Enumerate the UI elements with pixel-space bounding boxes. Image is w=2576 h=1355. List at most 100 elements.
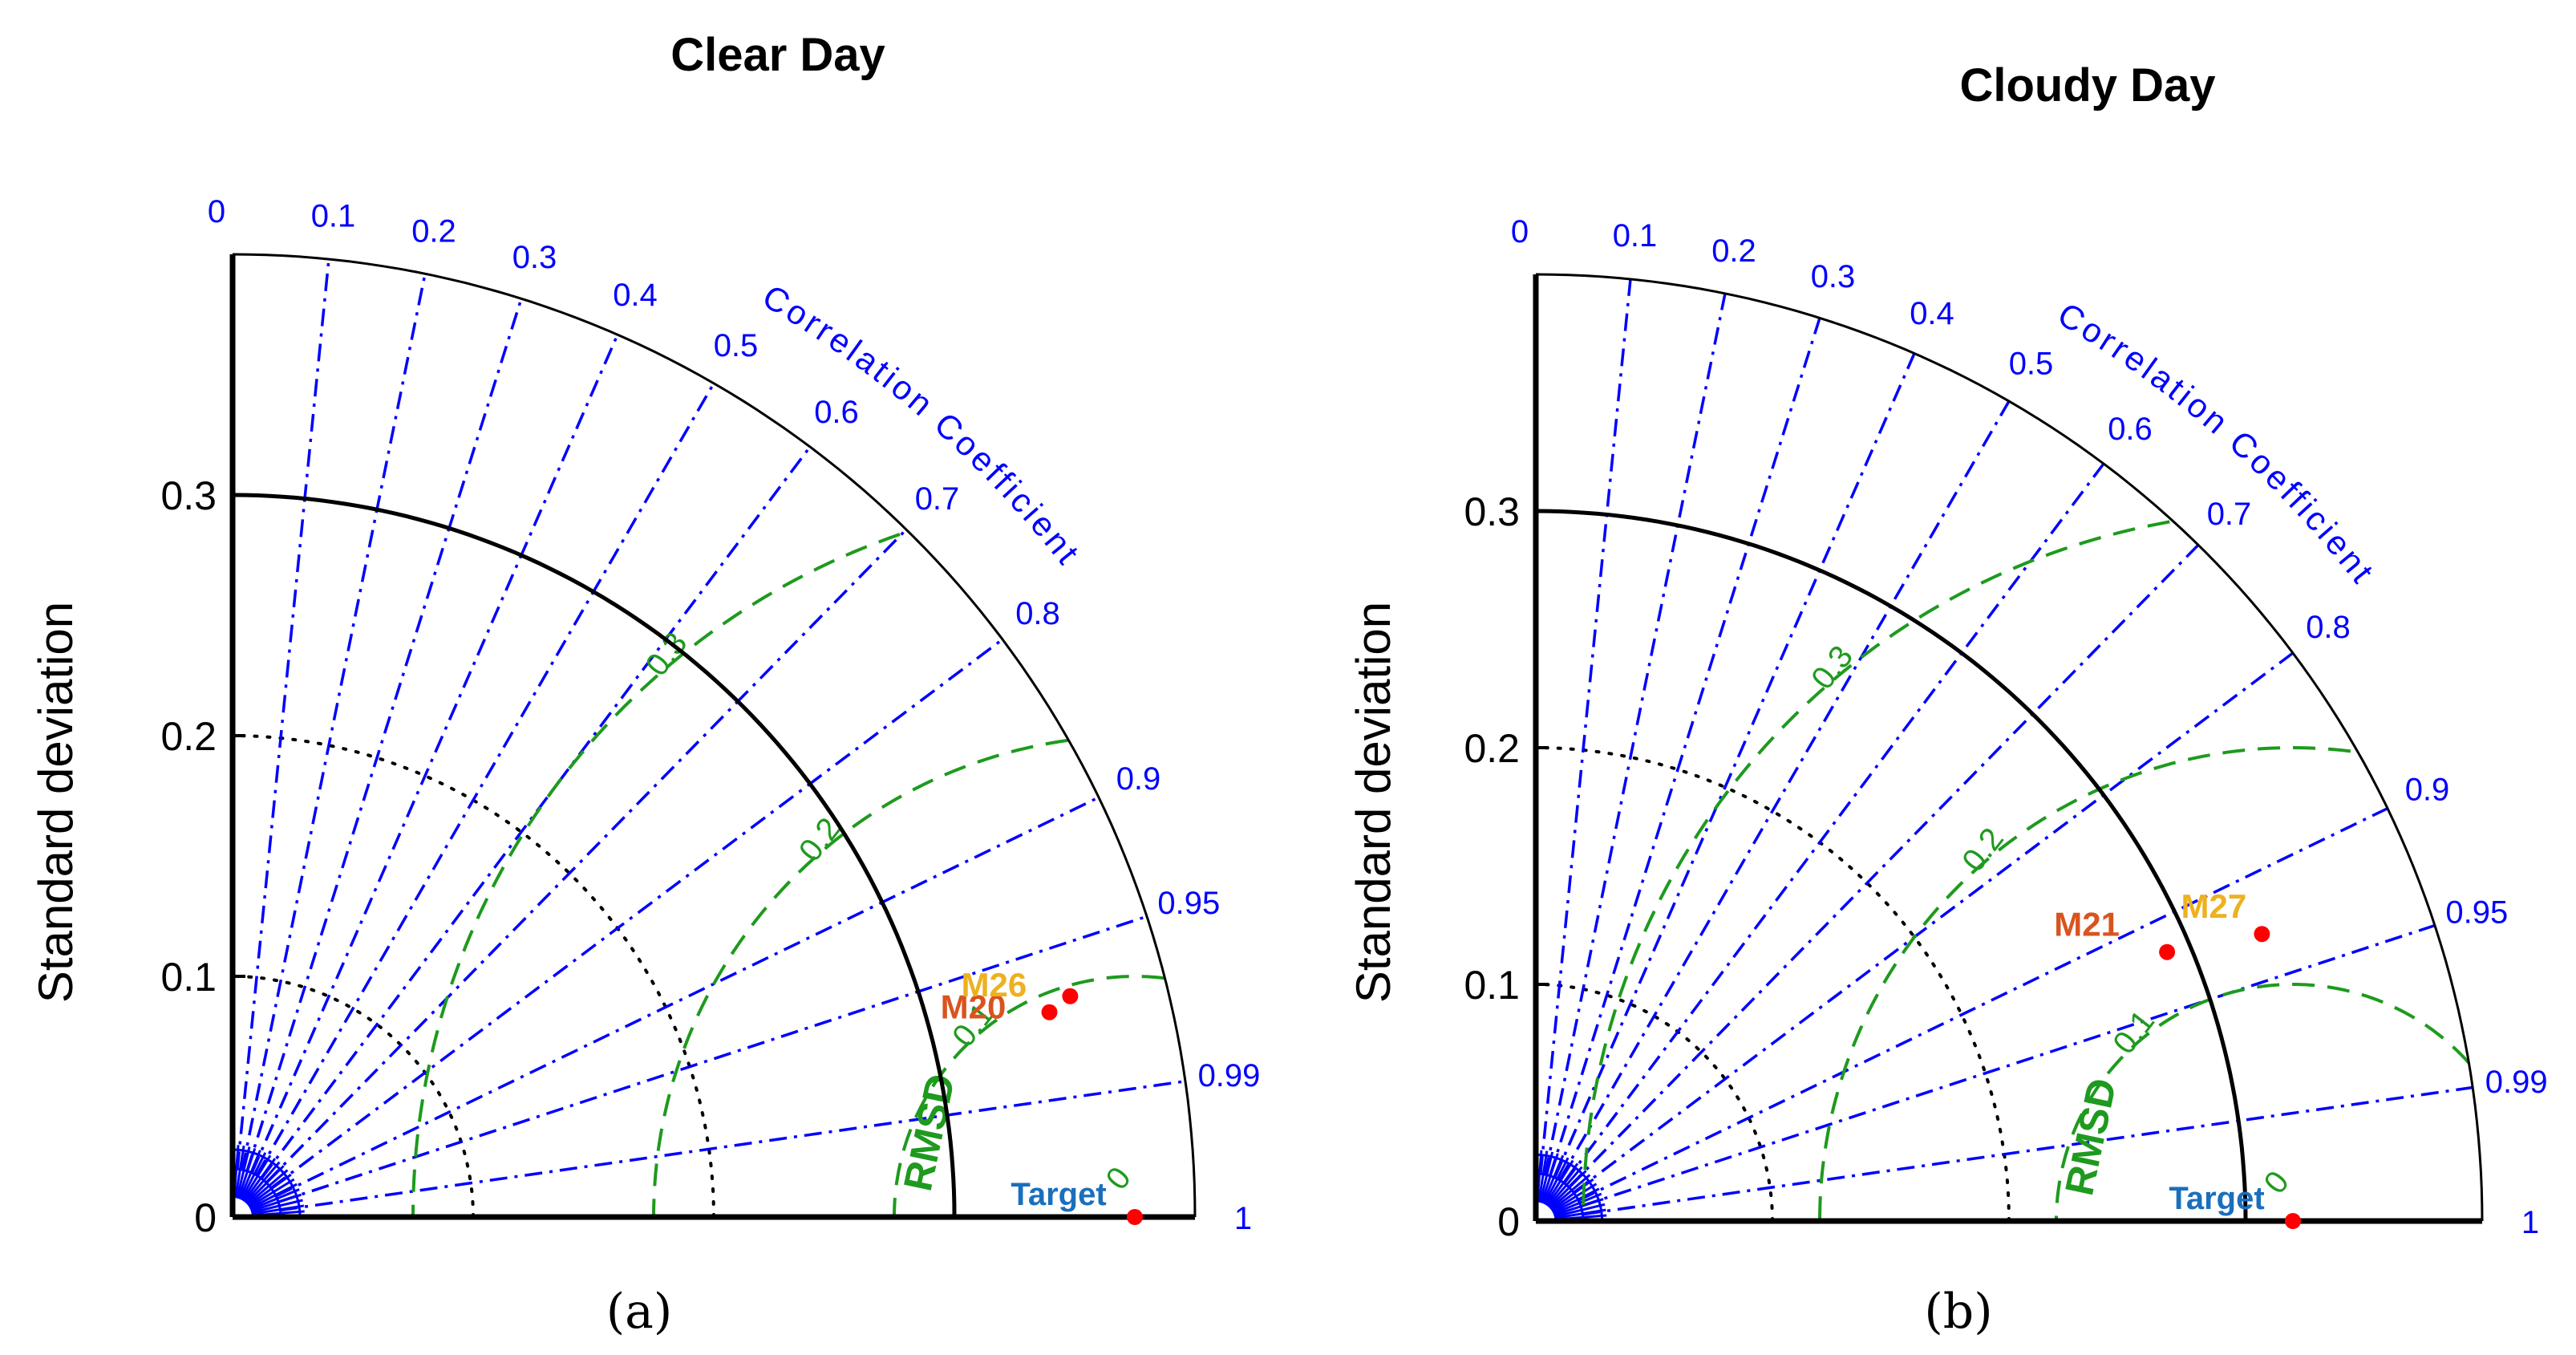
rmsd-arc xyxy=(411,533,901,1218)
correlation-tick-label: 0.95 xyxy=(2445,895,2508,930)
correlation-tick-label: 0.1 xyxy=(1613,218,1658,254)
sd-tick-label: 0 xyxy=(194,1195,217,1240)
sd-dotted-arc xyxy=(1534,983,1774,1223)
point-m26 xyxy=(1062,988,1079,1004)
sd-dotted-arc xyxy=(231,734,715,1219)
point-m20 xyxy=(1041,1004,1058,1020)
correlation-line xyxy=(241,273,427,1170)
rmsd-arc xyxy=(1582,520,2170,1222)
correlation-line xyxy=(277,915,1148,1203)
correlation-line xyxy=(1549,317,1821,1177)
sd-tick-label: 0.2 xyxy=(1464,726,1520,771)
correlation-line xyxy=(1568,544,2200,1189)
correlation-line xyxy=(1580,923,2436,1208)
correlation-line xyxy=(1578,807,2388,1202)
chart-title: Cloudy Day xyxy=(1959,59,2215,112)
correlation-tick-label: 0.99 xyxy=(1198,1058,1261,1093)
sd-tick-label: 0.2 xyxy=(160,714,217,759)
sd-tick-label: 0.1 xyxy=(160,955,217,1000)
point-label-target: Target xyxy=(1011,1177,1106,1212)
correlation-line xyxy=(1573,651,2295,1194)
correlation-line xyxy=(1539,278,1632,1174)
correlation-line xyxy=(255,382,715,1176)
correlation-tick-label: 0.95 xyxy=(1157,886,1220,921)
points-layer: M21 M27 Target xyxy=(2054,887,2301,1229)
correlation-line xyxy=(275,796,1100,1198)
rmsd-arc xyxy=(652,738,1068,1218)
origin-fan-arc xyxy=(233,1148,302,1217)
chart-title: Clear Day xyxy=(670,29,885,81)
sd-tick-label: 0.3 xyxy=(160,473,217,518)
grid-layer xyxy=(231,734,715,1219)
outer-arc xyxy=(232,253,1197,1218)
origin-fan-arc xyxy=(1536,1172,1585,1221)
rmsd-arc xyxy=(893,975,1164,1217)
correlation-tick-label: 0.2 xyxy=(411,213,456,249)
correlation-tick-label: 0 xyxy=(208,194,225,229)
correlation-tick-label: 0.8 xyxy=(2306,610,2351,645)
point-m21 xyxy=(2159,943,2176,960)
correlation-line xyxy=(269,638,1004,1190)
correlation-tick-label: 0.4 xyxy=(1910,296,1954,331)
correlation-line xyxy=(245,298,523,1172)
panel-label: (a) xyxy=(606,1284,673,1340)
origin-fan-arc xyxy=(233,1187,263,1217)
correlation-line xyxy=(1582,1085,2473,1216)
origin-fan-arc xyxy=(1536,1191,1565,1221)
origin-fan-arc xyxy=(233,1167,282,1217)
sd-dotted-arc xyxy=(231,975,475,1219)
reference-sd-arc xyxy=(232,493,957,1218)
correlation-tick-label: 0.5 xyxy=(2009,347,2054,382)
axes-layer: 0 0.1 0.2 0.3 xyxy=(1464,273,2484,1244)
correlation-tick-label: 0.4 xyxy=(613,278,658,313)
sd-tick-label: 0.1 xyxy=(1464,963,1520,1008)
correlation-tick-label: 0.3 xyxy=(512,240,557,275)
correlation-tick-label: 1 xyxy=(1234,1201,1252,1236)
correlation-tick-label: 0.6 xyxy=(814,395,859,430)
reference-sd-arc xyxy=(1535,509,2248,1222)
panel-label: (b) xyxy=(1924,1284,1992,1340)
correlation-tick-label: 0.8 xyxy=(1015,596,1060,631)
origin-fan-arc xyxy=(1536,1153,1604,1221)
correlation-tick-label: 0.2 xyxy=(1711,233,1756,269)
point-m27 xyxy=(2254,926,2270,943)
point-label-m21: M21 xyxy=(2054,906,2120,943)
correlation-tick-label: 0.5 xyxy=(714,328,759,363)
correlation-line xyxy=(236,258,330,1170)
correlation-tick-label: 0.7 xyxy=(915,481,960,517)
correlation-line xyxy=(1563,462,2105,1184)
y-axis-label: Standard deviation xyxy=(1347,602,1400,1003)
grid-layer xyxy=(1534,746,2011,1223)
correlation-line xyxy=(1557,400,2011,1181)
outer-arc xyxy=(1535,273,2484,1222)
point-label-target: Target xyxy=(2169,1181,2264,1216)
correlation-tick-label: 0 xyxy=(1511,214,1529,249)
axes-layer: 0 0.1 0.2 0.3 xyxy=(160,253,1197,1240)
sd-tick-label: 0 xyxy=(1497,1199,1520,1244)
point-label-m27: M27 xyxy=(2181,887,2247,925)
y-axis-label: Standard deviation xyxy=(29,602,83,1003)
rmsd-arc xyxy=(2055,983,2470,1221)
rmsd-arc xyxy=(1818,745,2351,1222)
point-label-m26: M26 xyxy=(962,966,1027,1004)
point-label-m20: M20 xyxy=(941,988,1007,1026)
correlation-line xyxy=(1544,293,1727,1175)
sd-tick-label: 0.3 xyxy=(1464,489,1520,534)
correlation-line xyxy=(1553,352,1916,1179)
point-target xyxy=(1127,1209,1143,1225)
point-target xyxy=(2285,1213,2301,1229)
correlation-tick-label: 0.99 xyxy=(2485,1065,2548,1100)
correlation-tick-label: 1 xyxy=(2521,1205,2539,1240)
correlation-tick-label: 0.3 xyxy=(1811,259,1856,294)
correlation-tick-label: 0.9 xyxy=(1116,761,1161,797)
correlation-tick-label: 0.6 xyxy=(2108,412,2153,447)
correlation-tick-label: 0.9 xyxy=(2405,773,2450,808)
correlation-line xyxy=(280,1079,1186,1212)
correlation-line xyxy=(260,445,812,1180)
correlation-line xyxy=(250,334,619,1174)
correlation-tick-label: 0.7 xyxy=(2207,497,2252,532)
